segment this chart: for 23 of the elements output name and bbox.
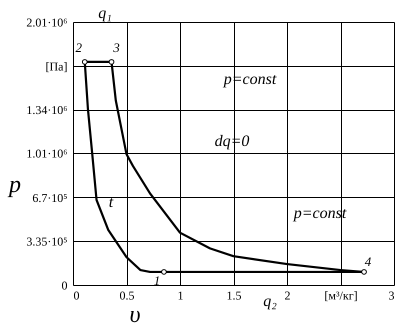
y-tick-label: 3.35·10⁵: [26, 234, 68, 249]
x-tick-label: 3: [388, 288, 394, 302]
y-tick-label: [Па]: [46, 59, 68, 74]
x-tick-label: 0.5: [120, 288, 134, 302]
y-tick-label: 0: [62, 278, 68, 292]
y-tick-label: 1.34·10⁶: [26, 103, 68, 118]
x-tick-label: 0: [74, 288, 80, 302]
x-tick-label: [м³/кг]: [324, 288, 358, 302]
x-axis-title: υ: [129, 302, 141, 328]
annotation: 2: [76, 40, 83, 55]
annotation: 4: [364, 254, 372, 269]
text: q₂: [263, 293, 278, 310]
y-tick-label: 2.01·10⁶: [26, 16, 68, 30]
x-tick-label: 1.5: [226, 288, 242, 302]
x-tick-label: 2: [284, 288, 290, 302]
x-tick-label: 1: [178, 288, 184, 302]
y-axis-title: p: [7, 172, 21, 198]
annotation: 1: [154, 272, 160, 288]
y-tick-label: 1.01·10⁶: [26, 146, 68, 160]
annotation: t: [108, 194, 114, 211]
y-tick-label: 6.7·10⁵: [32, 190, 68, 205]
text: q₁: [98, 5, 112, 22]
annotation: 3: [112, 40, 120, 55]
